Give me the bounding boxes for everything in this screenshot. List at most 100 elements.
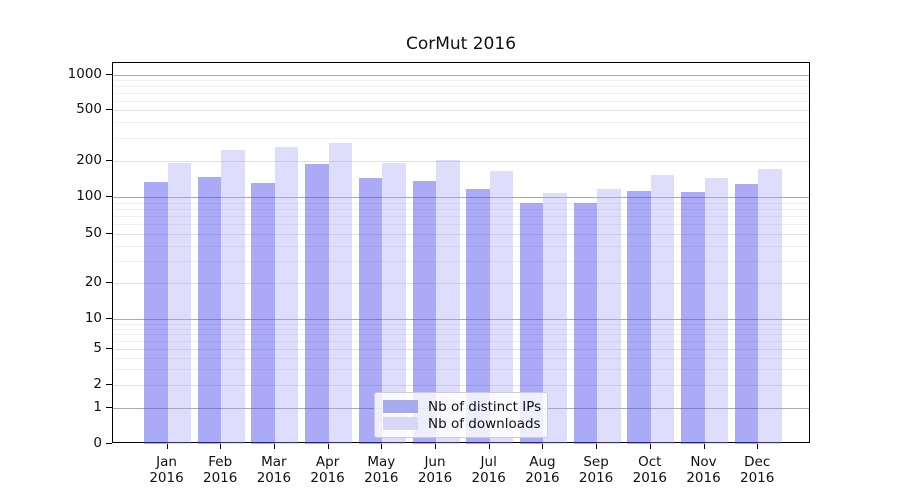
bar-jun-downloads [436, 159, 460, 444]
x-tick-dec [757, 444, 759, 449]
y-tick-label-10: 10 [84, 310, 102, 326]
bar-aug-downloads [543, 193, 567, 444]
x-tick-label-jan: Jan 2016 [149, 454, 184, 486]
x-tick-label-oct: Oct 2016 [632, 454, 667, 486]
bar-apr-ips [305, 164, 329, 444]
bar-feb-ips [197, 177, 222, 444]
legend-item-downloads: Nb of downloads [383, 415, 541, 432]
bar-jan-downloads [167, 163, 191, 444]
x-tick-label-jun: Jun 2016 [417, 454, 453, 486]
gridline-10 [113, 319, 809, 320]
y-tick-500 [106, 109, 112, 110]
gridline-80 [113, 208, 809, 210]
bar-apr-downloads [328, 142, 353, 444]
bar-mar-ips [251, 182, 275, 444]
gridline-4 [113, 357, 809, 359]
gridline-8 [113, 328, 809, 330]
bar-dec-ips [734, 183, 759, 444]
bar-aug-ips [519, 202, 544, 444]
y-tick-2 [106, 384, 112, 385]
bar-jan-ips [144, 182, 168, 444]
gridline-3 [113, 369, 809, 371]
gridline-600 [113, 100, 809, 102]
legend-label-downloads: Nb of downloads [428, 415, 541, 432]
y-tick-label-5: 5 [93, 340, 102, 356]
gridline-200 [113, 161, 809, 162]
gridline-1000 [113, 75, 809, 76]
y-tick-label-2: 2 [93, 376, 102, 392]
bar-nov-downloads [704, 178, 728, 444]
y-tick-label-1: 1 [93, 399, 102, 415]
x-tick-label-dec: Dec 2016 [740, 454, 775, 486]
x-tick-feb [220, 444, 222, 449]
gridline-9 [113, 323, 809, 325]
y-tick-5 [106, 348, 112, 349]
y-tick-label-1000: 1000 [67, 66, 102, 82]
x-tick-jan [166, 444, 168, 449]
x-tick-oct [649, 444, 651, 449]
gridline-50 [113, 234, 809, 235]
y-tick-label-500: 500 [76, 101, 102, 117]
gridline-30 [113, 261, 809, 263]
bar-oct-ips [627, 191, 651, 444]
gridline-400 [113, 122, 809, 124]
y-tick-label-50: 50 [84, 225, 102, 241]
gridline-60 [113, 224, 809, 226]
y-tick-100 [106, 196, 112, 197]
x-tick-label-feb: Feb 2016 [203, 454, 238, 486]
x-tick-label-aug: Aug 2016 [525, 454, 560, 486]
y-tick-1 [106, 407, 112, 408]
gridline-2 [113, 385, 809, 386]
bar-oct-downloads [650, 174, 675, 444]
plot-area: Nb of distinct IPs Nb of downloads [112, 62, 810, 444]
gridline-40 [113, 245, 809, 247]
bar-may-downloads [382, 163, 406, 444]
bar-mar-downloads [274, 147, 299, 444]
y-tick-0 [106, 443, 112, 444]
x-tick-aug [542, 444, 544, 449]
x-tick-nov [703, 444, 705, 449]
x-tick-apr [327, 444, 329, 449]
x-tick-label-nov: Nov 2016 [686, 454, 721, 486]
gridline-90 [113, 202, 809, 204]
bar-sep-ips [573, 202, 598, 444]
bar-sep-downloads [597, 189, 621, 444]
gridline-700 [113, 93, 809, 94]
y-tick-1000 [106, 74, 112, 75]
legend-label-distinct-ips: Nb of distinct IPs [428, 398, 542, 415]
x-tick-label-mar: Mar 2016 [256, 454, 292, 486]
y-tick-10 [106, 318, 112, 319]
gridline-6 [113, 341, 809, 343]
bar-jul-downloads [489, 170, 514, 444]
x-tick-label-sep: Sep 2016 [578, 454, 614, 486]
y-tick-50 [106, 233, 112, 234]
x-tick-label-may: May 2016 [364, 454, 399, 486]
gridline-800 [113, 86, 809, 88]
legend: Nb of distinct IPs Nb of downloads [374, 392, 548, 438]
x-tick-label-apr: Apr 2016 [310, 454, 345, 486]
bar-feb-downloads [221, 150, 245, 444]
x-tick-mar [273, 444, 275, 449]
bar-nov-ips [681, 191, 705, 444]
y-tick-label-0: 0 [93, 435, 102, 451]
chart-title: CorMut 2016 [405, 34, 517, 54]
gridline-900 [113, 80, 809, 82]
gridline-300 [113, 138, 809, 140]
x-tick-jun [435, 444, 436, 449]
x-tick-sep [596, 444, 598, 449]
gridline-7 [113, 334, 809, 336]
x-tick-jul [488, 444, 490, 449]
gridline-5 [113, 349, 809, 350]
legend-item-distinct-ips: Nb of distinct IPs [383, 398, 542, 415]
gridline-100 [113, 197, 809, 198]
gridline-70 [113, 216, 809, 218]
legend-swatch-downloads-icon [383, 417, 418, 430]
bar-jul-ips [466, 188, 490, 444]
x-tick-may [381, 444, 383, 449]
bar-jun-ips [412, 181, 436, 444]
legend-swatch-distinct-ips-icon [383, 400, 418, 413]
x-tick-label-jul: Jul 2016 [471, 454, 506, 486]
y-tick-20 [106, 282, 112, 283]
gridline-20 [113, 283, 809, 284]
